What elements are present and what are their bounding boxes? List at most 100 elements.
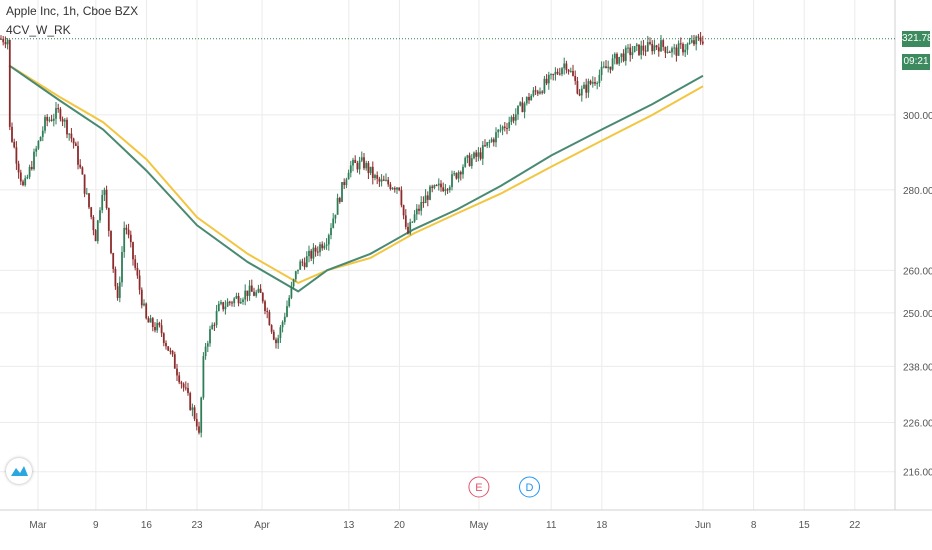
candle-body [596, 83, 599, 85]
candle-body [629, 47, 632, 56]
candle-body [281, 321, 284, 328]
x-tick-label: 11 [546, 520, 557, 531]
candle-body [580, 88, 583, 96]
candle-body [530, 95, 533, 101]
y-tick-label: 238.00 [903, 362, 932, 373]
candle-body [633, 46, 636, 53]
candle-body [88, 193, 90, 208]
candle-body [556, 71, 559, 74]
candle-body [121, 252, 123, 283]
candle-body [620, 53, 623, 57]
candle-body [578, 93, 581, 96]
event-marker[interactable] [519, 476, 541, 498]
candle-body [675, 47, 678, 56]
candle-body [640, 45, 643, 55]
candle-body [622, 53, 625, 61]
candle-body [624, 47, 627, 61]
candle-body [167, 346, 170, 351]
candle-body [206, 343, 209, 347]
candle-body [92, 217, 95, 231]
candle-body [114, 268, 117, 287]
candle-body [444, 189, 447, 192]
candle-body [257, 288, 260, 293]
candle-body [398, 187, 401, 191]
candle-body [233, 298, 236, 304]
candle-body [497, 129, 500, 133]
candle-body [651, 43, 654, 52]
candle-body [255, 292, 258, 296]
candle-body [184, 387, 187, 389]
candle-body [479, 152, 482, 159]
candle-body [343, 182, 346, 186]
candle-body [143, 303, 145, 306]
tradingview-logo-icon[interactable] [6, 458, 32, 484]
candle-body [213, 324, 216, 326]
candle-body [611, 58, 614, 70]
candle-body [576, 80, 579, 94]
candle-body [129, 234, 132, 243]
candle-body [140, 289, 143, 306]
candle-body [2, 38, 5, 43]
x-tick-label: 8 [751, 520, 757, 531]
candle-body [349, 165, 352, 173]
candle-body [294, 271, 297, 280]
indicator-label[interactable]: 4CV_W_RK [6, 23, 71, 37]
candle-body [41, 130, 44, 137]
candle-body [226, 301, 229, 307]
candle-body [486, 142, 489, 146]
candle-body [68, 133, 71, 135]
candle-body [396, 187, 398, 190]
candle-body [44, 116, 46, 131]
candle-body [613, 53, 616, 59]
candle-body [642, 45, 645, 51]
candle-body [448, 187, 451, 190]
candle-body [411, 221, 414, 223]
candle-body [587, 81, 590, 93]
candle-body [272, 331, 275, 340]
candle-body [77, 145, 79, 165]
candle-body [334, 214, 337, 219]
candle-body [224, 306, 227, 310]
candle-body [442, 187, 445, 192]
candle-body [420, 202, 423, 211]
candle-body [662, 40, 665, 47]
candle-body [116, 286, 119, 298]
candle-body [30, 166, 33, 170]
candle-body [314, 247, 317, 252]
candle-body [156, 322, 159, 331]
event-marker[interactable] [468, 476, 490, 498]
candle-body [686, 44, 689, 50]
candle-body [481, 145, 484, 159]
candle-body [457, 172, 460, 179]
candle-body [338, 197, 341, 202]
candle-body [433, 185, 436, 188]
candle-body [534, 90, 537, 92]
candle-body [514, 114, 517, 121]
candle-body [490, 139, 493, 142]
x-tick-label: 20 [394, 520, 406, 531]
candle-body [55, 107, 57, 119]
candle-body [136, 267, 139, 276]
candle-body [671, 48, 673, 53]
candle-body [501, 126, 504, 130]
candle-body [506, 127, 508, 129]
candle-body [237, 295, 240, 304]
candle-body [275, 339, 277, 344]
candle-body [550, 74, 552, 76]
candle-body [310, 250, 313, 259]
candle-body [209, 329, 211, 344]
candle-body [200, 397, 203, 433]
candle-body [697, 36, 700, 38]
candle-body [15, 147, 18, 164]
candle-body [17, 163, 20, 173]
candle-body [325, 244, 328, 246]
candle-body [422, 202, 425, 204]
candle-body [178, 375, 181, 383]
candle-body [495, 132, 497, 143]
ma-yellow-line [8, 64, 704, 285]
candle-body [246, 290, 249, 296]
candle-body [470, 158, 473, 166]
candle-body [437, 183, 440, 186]
